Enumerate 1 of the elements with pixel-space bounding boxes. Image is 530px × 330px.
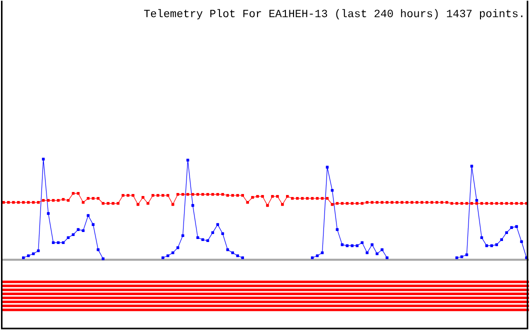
chart-title: Telemetry Plot For EA1HEH-13 (last 240 hours) 1437 points. bbox=[144, 9, 522, 20]
